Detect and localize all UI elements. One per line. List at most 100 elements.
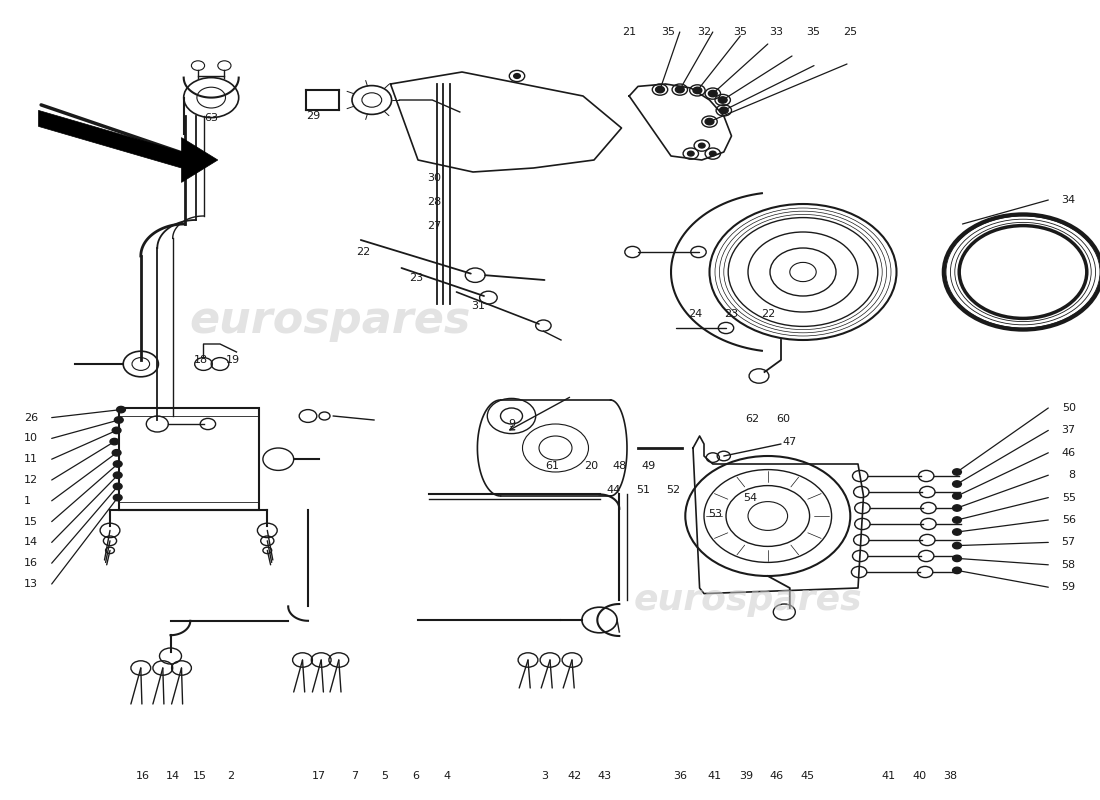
Text: 43: 43: [598, 771, 612, 781]
Text: 22: 22: [761, 309, 774, 318]
Text: 27: 27: [428, 221, 441, 230]
Circle shape: [693, 87, 702, 94]
Text: 15: 15: [24, 517, 38, 526]
Text: 35: 35: [734, 27, 747, 37]
Text: 52: 52: [667, 485, 680, 494]
Text: 50: 50: [1062, 403, 1076, 413]
Circle shape: [953, 481, 961, 487]
Text: 17: 17: [312, 771, 326, 781]
Text: 60: 60: [777, 414, 790, 424]
Text: 34: 34: [1062, 195, 1076, 205]
Text: 4: 4: [443, 771, 450, 781]
Text: 63: 63: [205, 114, 218, 123]
Text: 53: 53: [708, 509, 722, 518]
Text: 6: 6: [412, 771, 419, 781]
Circle shape: [953, 517, 961, 523]
Text: 2: 2: [228, 771, 234, 781]
Text: 16: 16: [136, 771, 150, 781]
Text: 16: 16: [24, 558, 38, 568]
Circle shape: [113, 461, 122, 467]
Text: eurospares: eurospares: [634, 583, 862, 617]
Text: 26: 26: [24, 413, 38, 422]
Text: 10: 10: [24, 434, 38, 443]
Circle shape: [953, 567, 961, 574]
Text: 57: 57: [1062, 538, 1076, 547]
Circle shape: [112, 450, 121, 456]
Text: 45: 45: [801, 771, 814, 781]
Text: 24: 24: [689, 309, 702, 318]
Text: 44: 44: [607, 485, 620, 494]
Text: 37: 37: [1062, 426, 1076, 435]
Text: 48: 48: [613, 461, 626, 470]
Circle shape: [953, 529, 961, 535]
Text: 59: 59: [1062, 582, 1076, 592]
Circle shape: [656, 86, 664, 93]
Text: 5: 5: [382, 771, 388, 781]
Text: 11: 11: [24, 454, 38, 464]
Text: 35: 35: [806, 27, 820, 37]
Circle shape: [514, 74, 520, 78]
Text: 25: 25: [844, 27, 857, 37]
Circle shape: [953, 542, 961, 549]
Text: 56: 56: [1062, 515, 1076, 525]
Circle shape: [708, 90, 717, 97]
Text: 23: 23: [409, 274, 422, 283]
Text: 35: 35: [661, 27, 674, 37]
Text: 46: 46: [770, 771, 783, 781]
Bar: [119, 408, 258, 510]
Text: 21: 21: [623, 27, 636, 37]
Text: 22: 22: [356, 247, 370, 257]
Circle shape: [953, 469, 961, 475]
Circle shape: [698, 143, 705, 148]
Circle shape: [710, 151, 716, 156]
Text: 39: 39: [739, 771, 752, 781]
Text: 15: 15: [194, 771, 207, 781]
Circle shape: [112, 427, 121, 434]
Text: 41: 41: [882, 771, 895, 781]
Text: 41: 41: [708, 771, 722, 781]
Text: 12: 12: [24, 475, 38, 485]
Text: 62: 62: [746, 414, 759, 424]
Circle shape: [705, 118, 714, 125]
Text: 54: 54: [744, 493, 757, 502]
Circle shape: [688, 151, 694, 156]
Text: 1: 1: [24, 496, 31, 506]
Text: 36: 36: [673, 771, 686, 781]
Text: 30: 30: [428, 173, 441, 182]
Text: 23: 23: [725, 309, 738, 318]
Text: 29: 29: [307, 111, 320, 121]
Text: 51: 51: [637, 485, 650, 494]
Text: 32: 32: [697, 27, 711, 37]
Text: 31: 31: [472, 301, 485, 310]
Polygon shape: [39, 110, 218, 182]
Text: 14: 14: [166, 771, 179, 781]
Circle shape: [113, 494, 122, 501]
Text: 42: 42: [568, 771, 581, 781]
Text: 28: 28: [428, 197, 441, 206]
Text: 46: 46: [1062, 448, 1076, 458]
Circle shape: [113, 483, 122, 490]
Text: 14: 14: [24, 538, 38, 547]
Text: 3: 3: [541, 771, 548, 781]
Circle shape: [114, 417, 123, 423]
Circle shape: [953, 505, 961, 511]
Circle shape: [953, 555, 961, 562]
Text: 19: 19: [227, 355, 240, 365]
Circle shape: [675, 86, 684, 93]
Text: 58: 58: [1062, 560, 1076, 570]
Circle shape: [113, 472, 122, 478]
Text: 20: 20: [584, 461, 597, 470]
Circle shape: [718, 97, 727, 103]
Circle shape: [117, 406, 125, 413]
Text: 33: 33: [770, 27, 783, 37]
Text: 8: 8: [1069, 470, 1076, 480]
Circle shape: [953, 493, 961, 499]
Text: 38: 38: [944, 771, 957, 781]
Text: 13: 13: [24, 579, 38, 589]
Text: 55: 55: [1062, 493, 1076, 502]
Text: eurospares: eurospares: [189, 298, 471, 342]
Text: 18: 18: [195, 355, 208, 365]
Text: 49: 49: [642, 461, 656, 470]
Text: 9: 9: [508, 419, 515, 429]
Text: 47: 47: [783, 437, 796, 446]
